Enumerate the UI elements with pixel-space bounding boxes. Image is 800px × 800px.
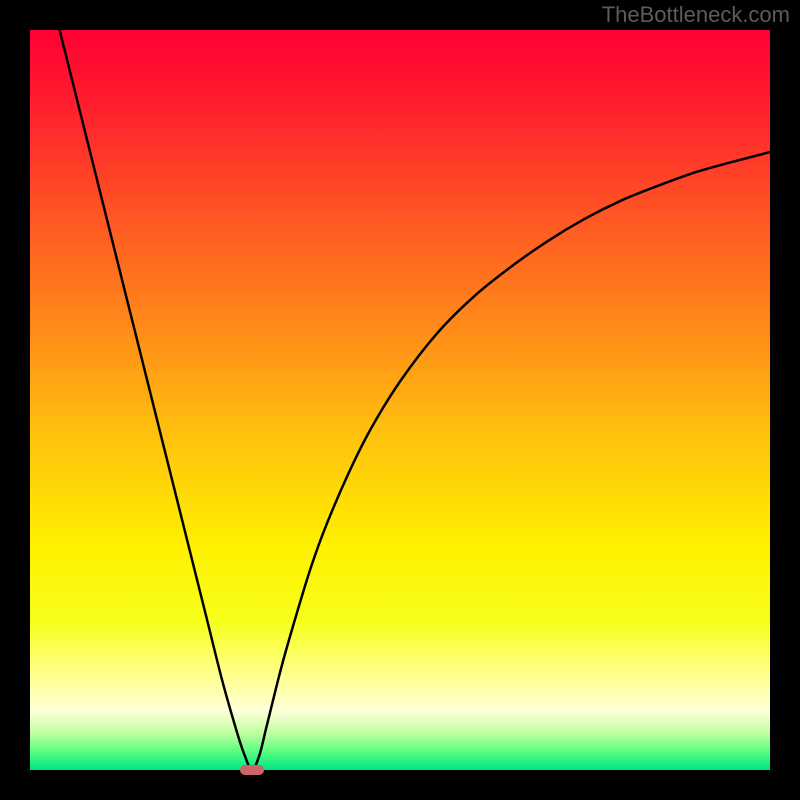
plot-area [30, 30, 770, 770]
bottleneck-curve [30, 30, 770, 770]
watermark-text: TheBottleneck.com [602, 2, 790, 28]
optimal-point-marker [240, 765, 264, 775]
curve-path [60, 30, 770, 770]
chart-container: { "watermark": { "text": "TheBottleneck.… [0, 0, 800, 800]
